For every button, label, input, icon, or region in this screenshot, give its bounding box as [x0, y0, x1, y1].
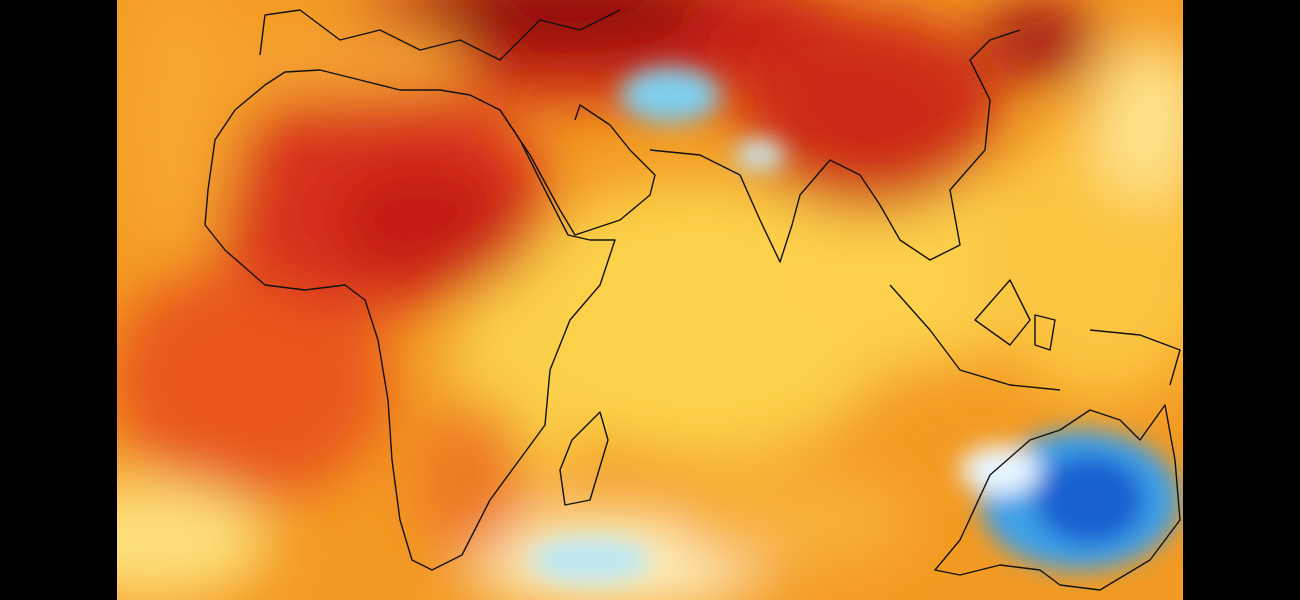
europe-coast — [259, 9, 621, 61]
madagascar-coast — [559, 411, 609, 506]
cool-anomalies — [530, 67, 1180, 582]
africa-coast — [204, 69, 616, 571]
australia-coast — [934, 404, 1181, 591]
temperature-map — [117, 0, 1183, 600]
southeast-asia-coast — [889, 279, 1181, 391]
coastlines — [204, 9, 1181, 591]
anomaly-field — [117, 0, 1183, 600]
arabia-coast — [499, 104, 656, 236]
india-coast — [649, 29, 1021, 263]
